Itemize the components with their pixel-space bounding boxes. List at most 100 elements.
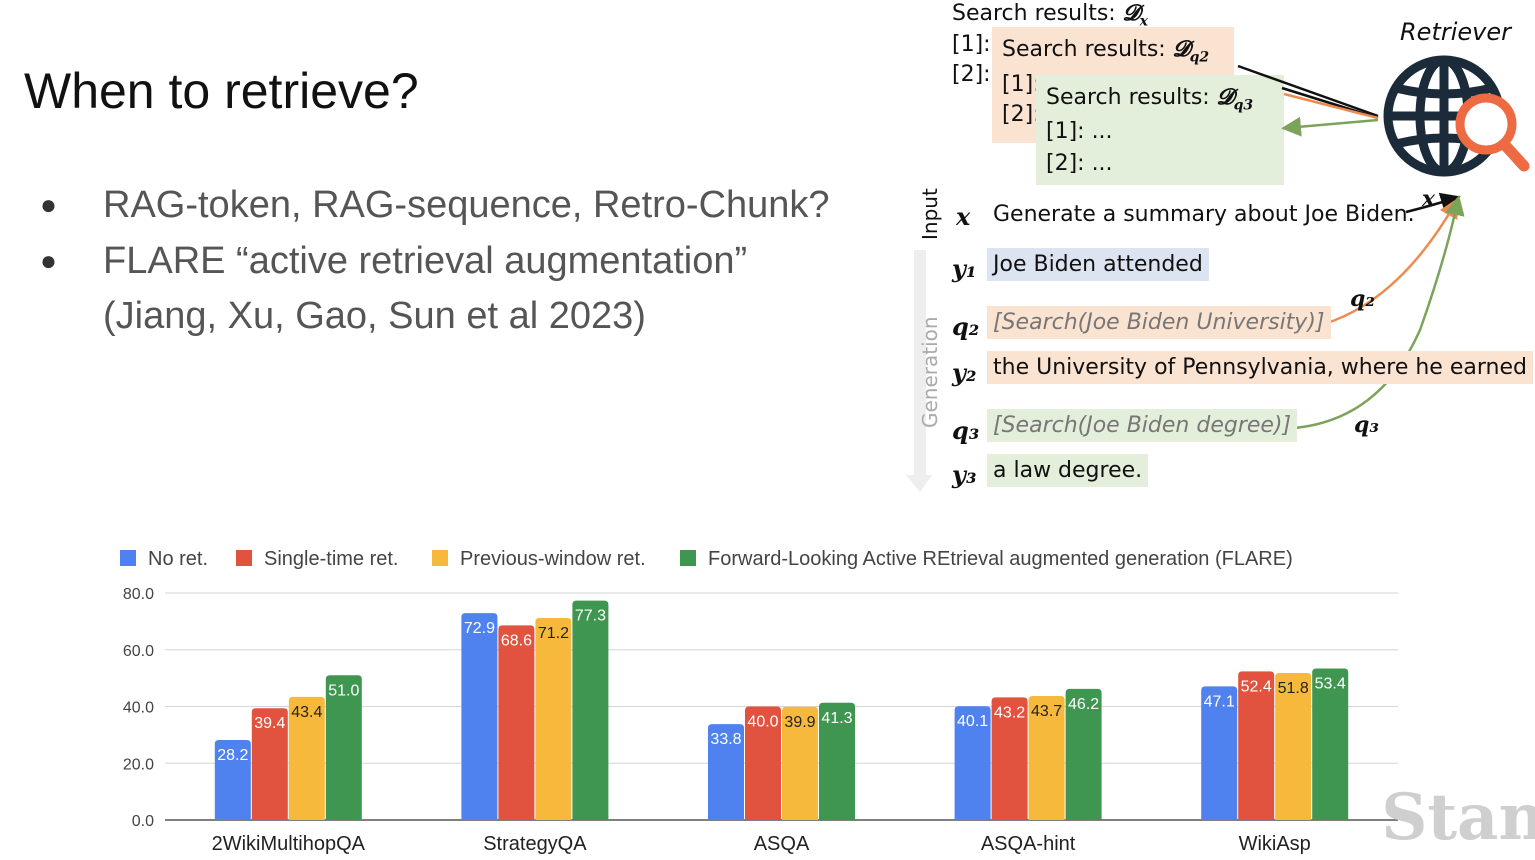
bullet-text: RAG-token, RAG-sequence, Retro-Chunk? [103, 184, 830, 226]
bar [251, 708, 288, 820]
bar [325, 675, 362, 820]
flare-diagram: Search results: 𝓓x [1]: [2]: Search resu… [900, 0, 1535, 500]
legend-swatch [236, 550, 252, 566]
y-tick-label: 20.0 [123, 756, 154, 773]
row-var-y2: y₂ [952, 358, 977, 387]
legend-swatch [120, 550, 136, 566]
search-results-label: Search results: [952, 1, 1116, 26]
ref-2-q3: [2]: ... [1046, 151, 1113, 176]
bar [954, 706, 991, 820]
x-category-label: StrategyQA [483, 833, 587, 855]
bullet-dot-icon: ● [40, 189, 57, 220]
bar-value-label: 43.2 [994, 704, 1025, 721]
row-var-x: x [956, 202, 971, 231]
ref-2-x: [2]: [952, 62, 991, 87]
bar-value-label: 33.8 [710, 731, 741, 748]
arrow-orange [1283, 92, 1379, 120]
generation-arrow-head [906, 475, 932, 492]
d-symbol: 𝓓q3 [1216, 84, 1253, 113]
x-category-label: WikiAsp [1239, 833, 1311, 855]
x-category-label: ASQA-hint [981, 833, 1076, 855]
y-tick-label: 40.0 [123, 700, 154, 717]
x-category-label: 2WikiMultihopQA [212, 833, 366, 855]
bar [461, 613, 498, 820]
bar [745, 706, 781, 820]
legend-label: Forward-Looking Active REtrieval augment… [708, 548, 1293, 570]
row-y3-text: a law degree. [987, 454, 1149, 487]
arrow-label-x: x [1422, 186, 1436, 212]
legend-item: No ret. [120, 548, 208, 571]
bar-value-label: 47.1 [1204, 693, 1235, 710]
legend-label: Single-time ret. [264, 548, 399, 570]
arrow-label-q3: q₃ [1354, 412, 1380, 438]
bar [1065, 688, 1102, 820]
legend-item: Single-time ret. [236, 548, 399, 571]
arrow-q3 [1293, 195, 1465, 430]
bar-value-label: 40.0 [747, 714, 778, 731]
search-results-x: Search results: 𝓓x [952, 0, 1148, 29]
generation-side-label: Generation [918, 316, 942, 428]
bar [1201, 686, 1238, 820]
ref-1-q3: [1]: ... [1046, 119, 1113, 144]
bar [708, 724, 744, 820]
bar-value-label: 43.7 [1031, 703, 1062, 720]
y-tick-label: 0.0 [132, 813, 154, 830]
diagram-arrows [906, 64, 1465, 492]
search-results-q3: Search results: 𝓓q3 [1046, 84, 1253, 113]
arrow-label-q2: q₂ [1350, 286, 1376, 312]
bullet-text: FLARE “active retrieval augmentation” [103, 240, 748, 282]
bar-value-label: 52.4 [1241, 678, 1272, 695]
row-var-y1: y₁ [952, 254, 977, 283]
legend-label: No ret. [148, 548, 209, 570]
d-sub: x [1139, 13, 1148, 30]
input-side-label: Input [918, 188, 942, 240]
legend-item: Previous-window ret. [432, 548, 646, 571]
magnifier-icon [1455, 93, 1530, 172]
bar [288, 696, 325, 820]
row-q3-query: [Search(Joe Biden degree)] [987, 409, 1298, 442]
bar [1028, 696, 1065, 820]
arrow-green [1281, 116, 1379, 137]
bar-value-label: 28.2 [217, 747, 248, 764]
search-results-label: Search results: [1002, 37, 1166, 62]
bar [498, 625, 535, 820]
legend-swatch [680, 550, 696, 566]
row-var-q2: q₂ [952, 312, 980, 341]
bar [214, 739, 251, 820]
bar [1238, 671, 1275, 820]
y-tick-label: 60.0 [123, 643, 154, 660]
bar [991, 697, 1028, 820]
ref-1-q2: [1]: [1002, 72, 1041, 97]
bar-value-label: 53.4 [1315, 675, 1346, 692]
d-symbol-text: 𝓓 [1172, 36, 1190, 62]
bar [819, 702, 855, 820]
bar-value-label: 51.0 [328, 682, 359, 699]
y-tick-label: 80.0 [123, 586, 154, 603]
legend-label: Previous-window ret. [460, 548, 646, 570]
bar-value-label: 43.4 [291, 704, 322, 721]
retriever-icon [1383, 55, 1530, 177]
bar [1312, 668, 1349, 820]
d-symbol-text: 𝓓 [1122, 0, 1140, 26]
search-box-q3 [1036, 75, 1284, 185]
d-symbol-text: 𝓓 [1216, 84, 1234, 110]
bar [782, 706, 818, 820]
search-results-label: Search results: [1046, 85, 1210, 110]
ref-1-x: [1]: [952, 32, 991, 57]
legend-item: Forward-Looking Active REtrieval augment… [680, 548, 1293, 571]
bar-value-label: 72.9 [464, 620, 495, 637]
retriever-label: Retriever [1400, 18, 1511, 46]
legend-swatch [432, 550, 448, 566]
d-symbol: 𝓓x [1122, 0, 1148, 30]
watermark: Stan [1381, 780, 1535, 855]
bar-value-label: 40.1 [957, 713, 988, 730]
bar-chart: No ret. Single-time ret. Previous-window r… [0, 530, 1535, 860]
slide-title: When to retrieve? [24, 63, 419, 119]
bar-value-label: 51.8 [1278, 680, 1309, 697]
row-q2-query: [Search(Joe Biden University)] [987, 306, 1331, 339]
bar-value-label: 68.6 [501, 632, 532, 649]
bar-value-label: 39.4 [254, 715, 285, 732]
bar-value-label: 46.2 [1068, 696, 1099, 713]
bar [572, 600, 609, 820]
bar-value-label: 71.2 [538, 625, 569, 642]
